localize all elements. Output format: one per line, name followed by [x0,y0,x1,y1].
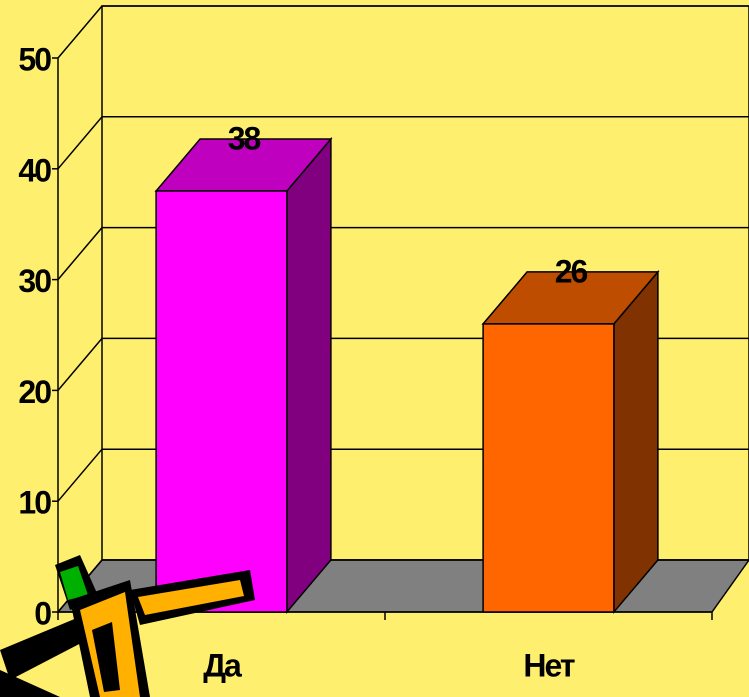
y-tick-label: 0 [34,595,51,631]
x-tick-label: Нет [523,647,574,683]
data-label: 38 [228,120,261,156]
clipart-shape [60,566,88,600]
grid-line [57,337,103,391]
x-tick-label: Да [203,647,242,683]
bar [482,323,615,613]
y-tick-label: 10 [18,485,51,521]
clipart-shape [0,670,60,697]
clipart-shape [92,622,120,692]
y-tick-label: 50 [18,41,51,77]
y-tick-label: 30 [18,263,51,299]
grid-line [57,116,103,170]
y-tick-label: 20 [18,374,51,410]
bar-side [286,136,332,615]
clipart-shape [138,580,244,615]
grid-line [57,227,103,281]
bar [155,190,288,613]
grid-line [57,448,103,502]
y-tick-label: 40 [18,152,51,188]
data-label: 26 [555,253,588,289]
grid-line [57,5,103,59]
bar-side [613,269,659,615]
clipart [0,555,255,697]
